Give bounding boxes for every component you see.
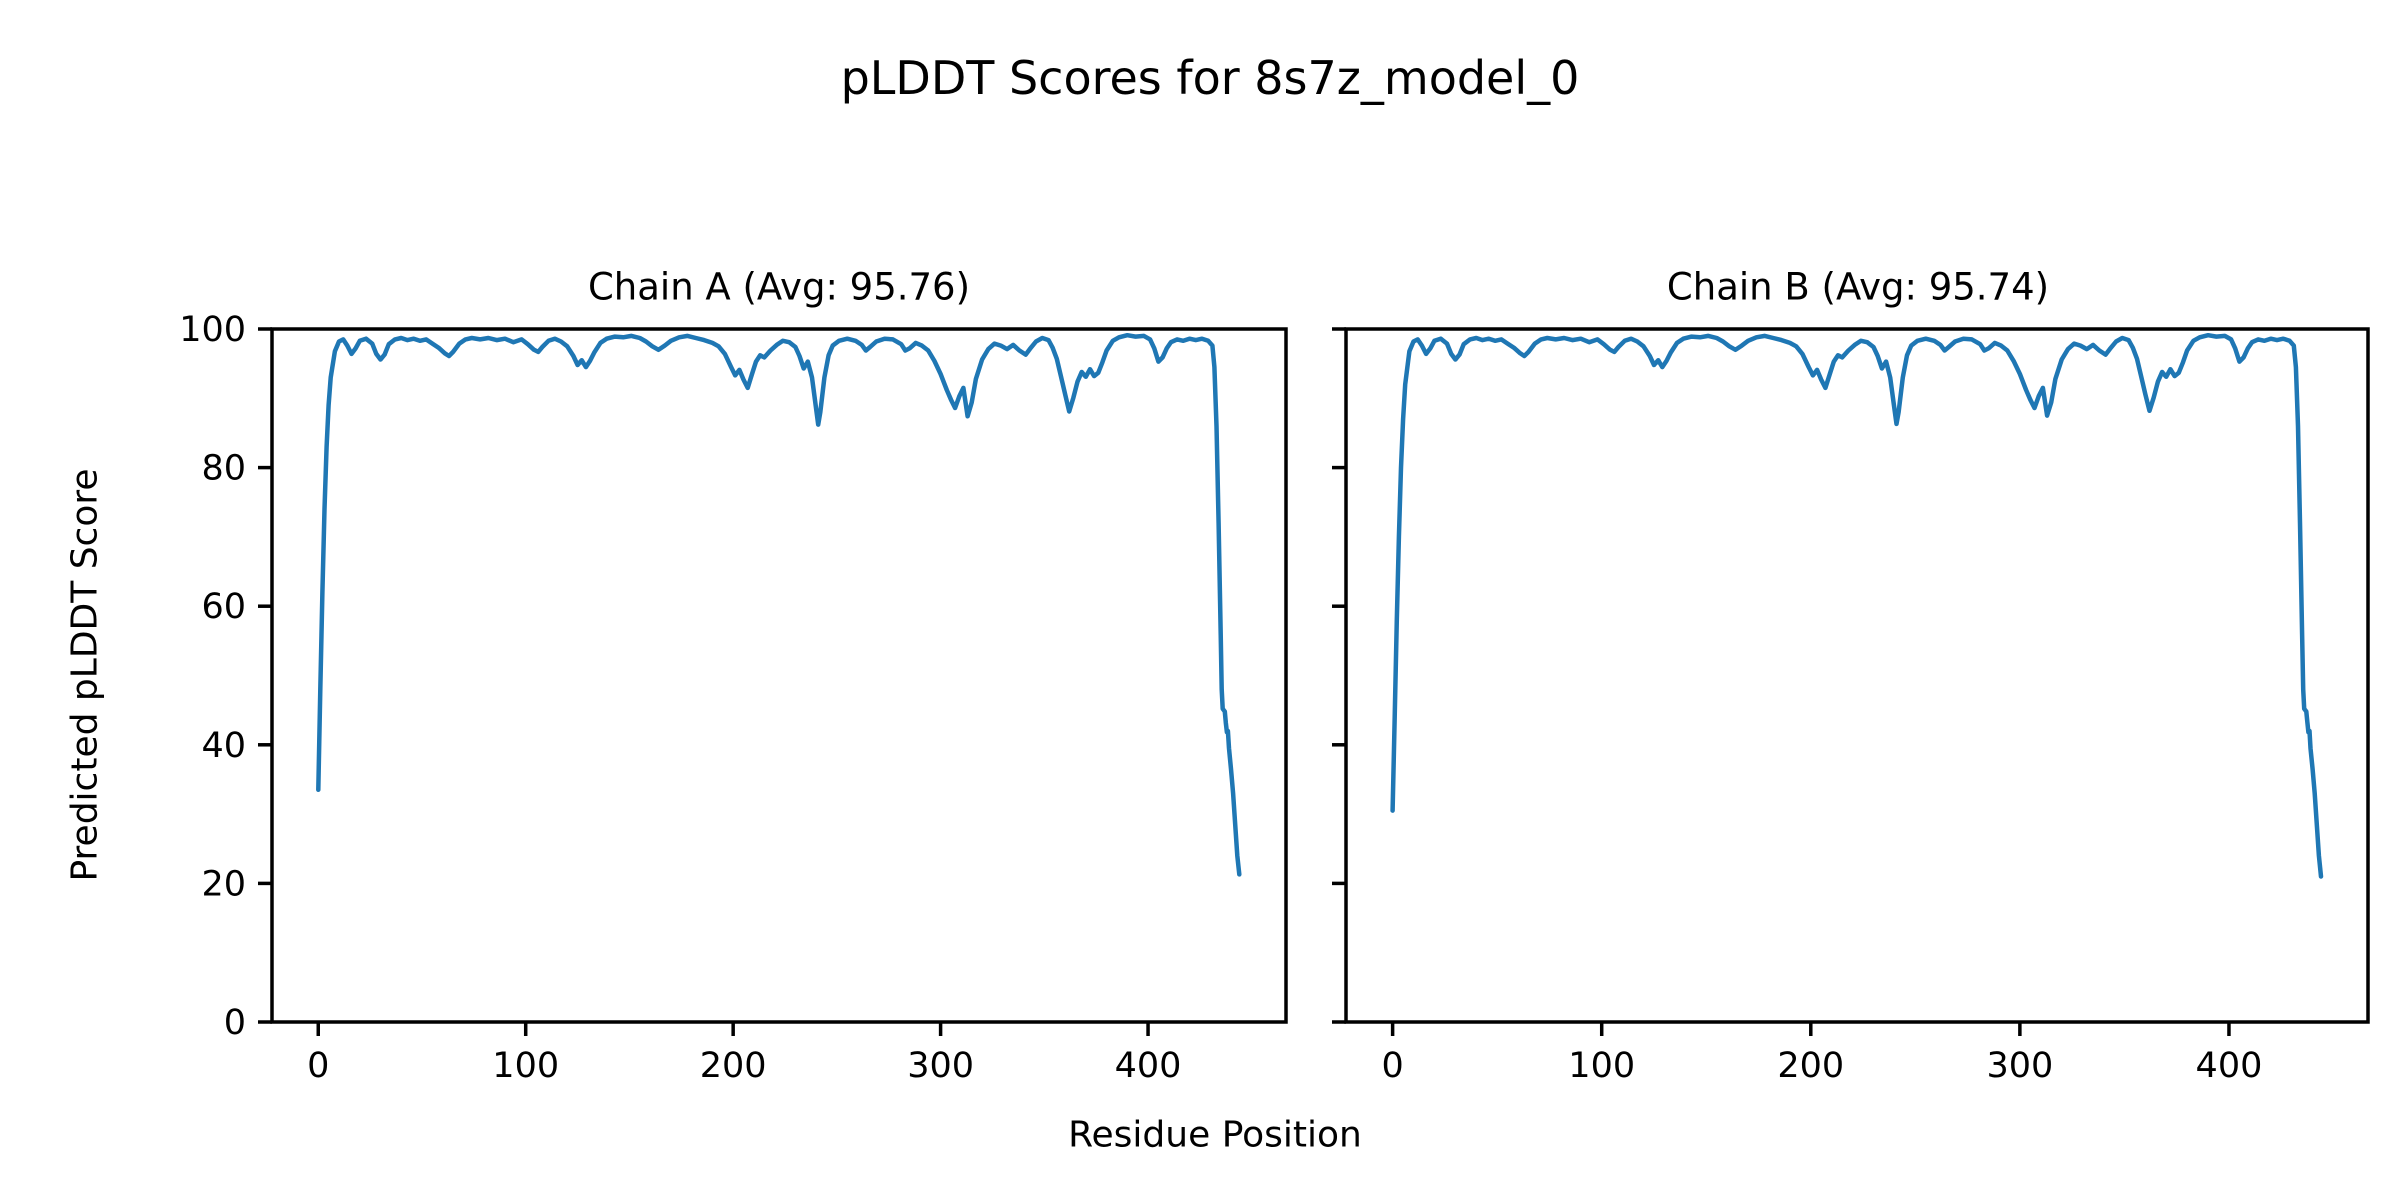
x-tick-label-a: 300 xyxy=(907,1046,974,1086)
figure-title: pLDDT Scores for 8s7z_model_0 xyxy=(840,51,1580,105)
subplot-a-title: Chain A (Avg: 95.76) xyxy=(587,265,971,309)
x-tick-label-a: 400 xyxy=(1115,1046,1182,1086)
x-tick-label-a: 200 xyxy=(700,1046,767,1086)
y-tick-label: 80 xyxy=(201,449,246,489)
y-tick-label: 0 xyxy=(224,1003,246,1043)
axes-frame-b xyxy=(1344,327,2370,1024)
x-axis-label: Residue Position xyxy=(1068,1114,1362,1156)
x-tick-label-b: 200 xyxy=(1777,1046,1844,1086)
x-tick-label-b: 0 xyxy=(1381,1046,1403,1086)
x-tick-label-b: 300 xyxy=(1986,1046,2053,1086)
axes-frame-a xyxy=(270,327,1288,1024)
plddt-line-chain-b xyxy=(1390,332,2324,879)
x-tick-label-b: 400 xyxy=(2196,1046,2263,1086)
x-tick-label-a: 0 xyxy=(307,1046,329,1086)
y-tick-label: 100 xyxy=(179,310,246,350)
plddt-line-chain-a xyxy=(316,332,1242,877)
subplot-b-title: Chain B (Avg: 95.74) xyxy=(1666,265,2050,309)
y-tick-label: 20 xyxy=(201,864,246,904)
y-axis-label: Predicted pLDDT Score xyxy=(64,468,106,882)
x-tick-label-b: 100 xyxy=(1568,1046,1635,1086)
y-tick-label: 60 xyxy=(201,587,246,627)
y-tick-label: 40 xyxy=(201,726,246,766)
x-tick-label-a: 100 xyxy=(492,1046,559,1086)
